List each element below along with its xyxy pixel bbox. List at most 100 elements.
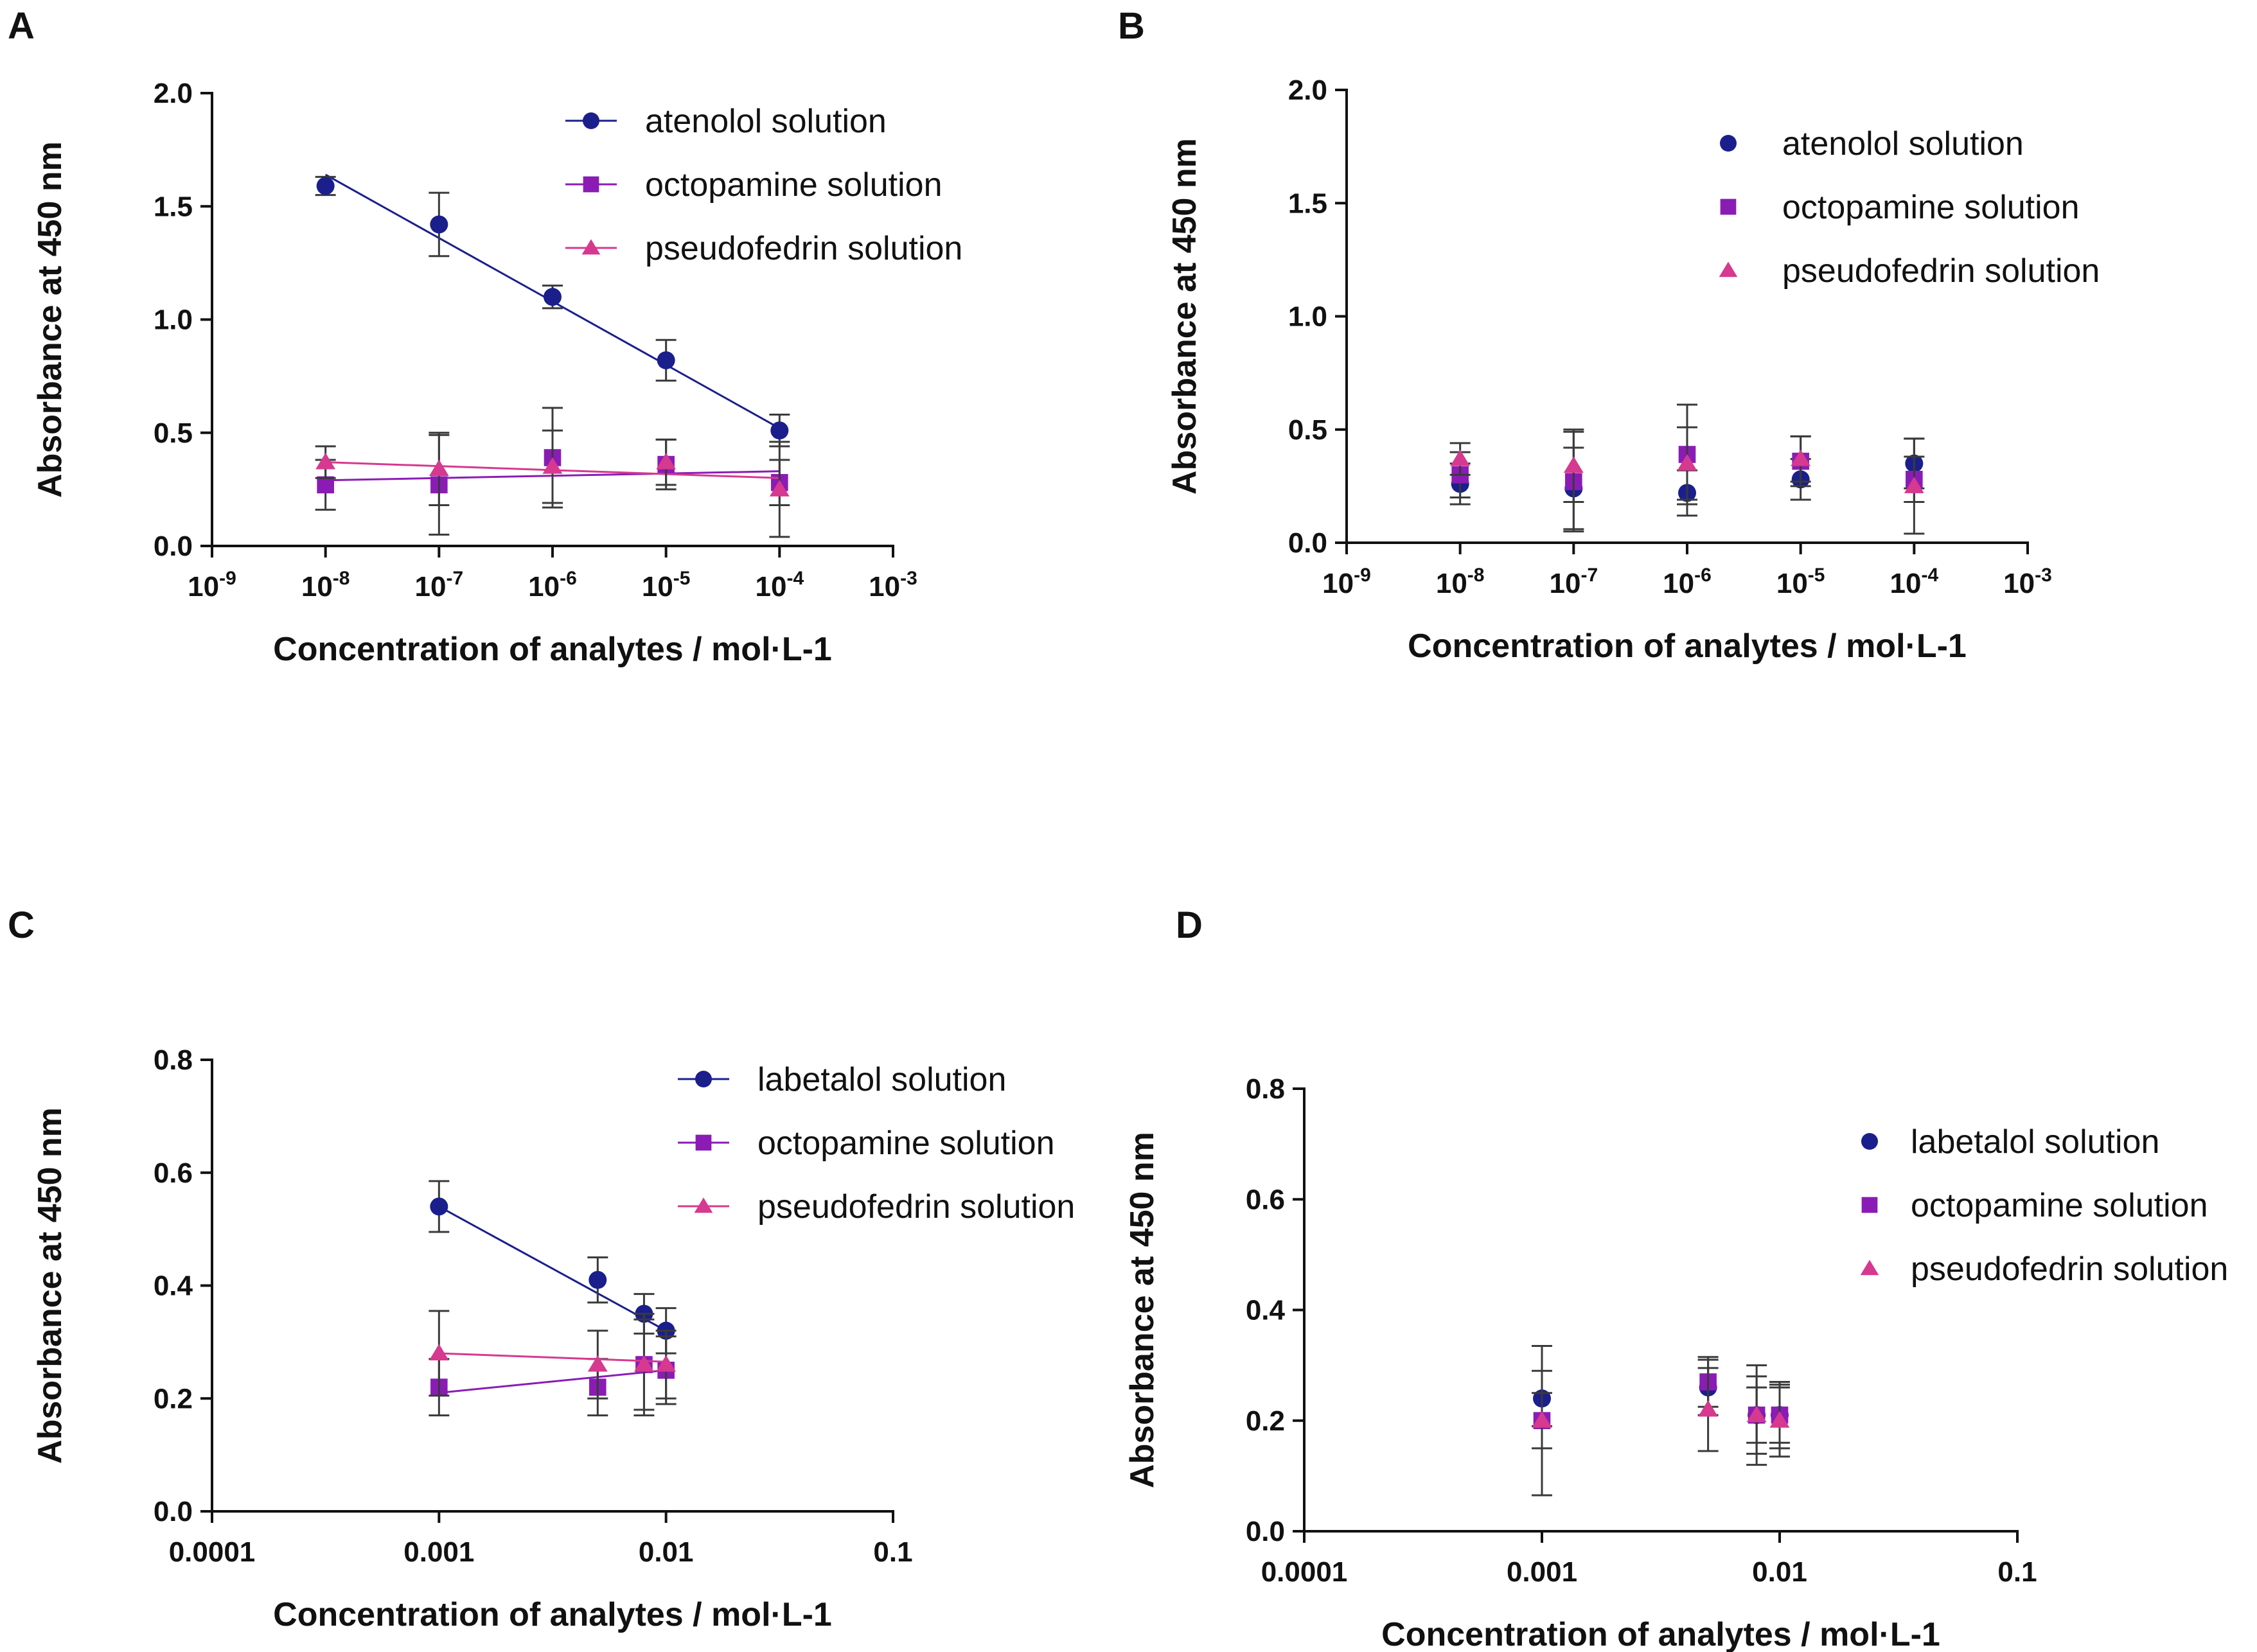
y-tick-label: 0.4 bbox=[1246, 1295, 1286, 1326]
y-tick-label: 2.0 bbox=[1288, 75, 1327, 106]
panel-letter: A bbox=[8, 5, 35, 47]
legend: atenolol solution octopamine solution pseu… bbox=[1719, 125, 2100, 290]
legend-label: octopamine solution bbox=[1782, 189, 2080, 226]
x-tick-label: 10-5 bbox=[642, 568, 691, 602]
x-tick-label: 10-9 bbox=[188, 568, 236, 602]
panel-a: A 0.0 0.5 1.0 1.5 2.0 10-9 10-8 10-7 10-6 10-5 10-4… bbox=[8, 5, 962, 668]
x-tick-label: 0.1 bbox=[873, 1536, 912, 1568]
legend-label: labetalol solution bbox=[757, 1061, 1006, 1098]
panel-c: C 0.0 0.2 0.4 0.6 0.8 0.0001 0.001 0.01 0.1 Concen… bbox=[8, 904, 1075, 1633]
x-tick-label: 10-9 bbox=[1322, 565, 1371, 599]
data-point bbox=[1450, 449, 1471, 466]
data-point bbox=[429, 459, 449, 477]
y-tick-label: 1.0 bbox=[1288, 301, 1327, 333]
x-axis-title: Concentration of analytes / mol·L-1 bbox=[273, 631, 832, 668]
fit-line bbox=[439, 1352, 666, 1363]
series-atenolol-solution bbox=[315, 173, 790, 448]
x-tick-label: 0.001 bbox=[1507, 1556, 1577, 1588]
y-tick-label: 0.2 bbox=[154, 1383, 193, 1414]
data-point bbox=[1563, 456, 1584, 473]
data-point bbox=[542, 457, 563, 474]
y-tick-label: 0.0 bbox=[1246, 1516, 1285, 1547]
legend-item: atenolol solution bbox=[565, 103, 887, 140]
data-point bbox=[1677, 453, 1697, 471]
legend-item: labetalol solution bbox=[1861, 1123, 2159, 1161]
data-point bbox=[633, 1355, 654, 1372]
legend-marker bbox=[1860, 1260, 1879, 1276]
y-tick-label: 0.8 bbox=[1246, 1073, 1285, 1105]
legend-label: octopamine solution bbox=[645, 166, 943, 204]
legend-item: atenolol solution bbox=[1720, 125, 2024, 163]
legend-marker bbox=[1719, 261, 1738, 277]
data-point bbox=[770, 421, 789, 440]
legend-marker bbox=[1720, 198, 1737, 215]
y-tick-label: 0.0 bbox=[154, 531, 193, 562]
y-axis-title: Absorbance at 450 nm bbox=[31, 1107, 69, 1464]
data-point bbox=[317, 476, 334, 494]
panel-d: D 0.0 0.2 0.4 0.6 0.8 0.0001 0.001 0.01 0.1 Concen… bbox=[1124, 904, 2228, 1652]
series-pseudofedrin-solution bbox=[315, 429, 790, 538]
y-tick-label: 0.0 bbox=[154, 1496, 193, 1527]
data-point bbox=[769, 480, 790, 496]
data-point bbox=[1791, 449, 1811, 466]
legend-item: pseudofedrin solution bbox=[678, 1188, 1075, 1226]
data-point bbox=[1904, 477, 1924, 493]
data-point bbox=[1698, 1400, 1719, 1417]
legend-label: labetalol solution bbox=[1911, 1123, 2159, 1161]
y-tick-label: 1.5 bbox=[154, 191, 193, 222]
legend-marker bbox=[695, 1134, 712, 1151]
legend-marker bbox=[695, 1071, 712, 1087]
data-point bbox=[656, 1355, 677, 1372]
x-tick-label: 10-6 bbox=[528, 568, 577, 602]
x-tick-label: 10-8 bbox=[301, 568, 350, 602]
legend-label: atenolol solution bbox=[645, 103, 887, 140]
data-point bbox=[1746, 1405, 1767, 1423]
series-labetalol-solution bbox=[1532, 1358, 1790, 1444]
x-tick-label: 10-4 bbox=[1890, 565, 1939, 599]
y-axis-title: Absorbance at 450 nm bbox=[1166, 138, 1203, 495]
y-tick-label: 2.0 bbox=[154, 78, 193, 109]
y-axis-title: Absorbance at 450 nm bbox=[31, 141, 69, 498]
x-tick-label: 0.0001 bbox=[1261, 1556, 1348, 1588]
y-tick-label: 0.5 bbox=[154, 417, 193, 449]
legend-item: octopamine solution bbox=[565, 166, 943, 204]
legend-label: pseudofedrin solution bbox=[645, 230, 962, 267]
x-axis-title: Concentration of analytes / mol·L-1 bbox=[273, 1596, 832, 1633]
panel-letter: C bbox=[8, 904, 35, 946]
y-tick-label: 0.4 bbox=[154, 1270, 193, 1302]
data-point bbox=[657, 351, 675, 369]
x-tick-label: 10-3 bbox=[2003, 565, 2052, 599]
data-point bbox=[316, 177, 335, 195]
series-pseudofedrin-solution bbox=[429, 1310, 677, 1411]
x-tick-label: 10-6 bbox=[1663, 565, 1712, 599]
x-axis-title: Concentration of analytes / mol·L-1 bbox=[1381, 1616, 1940, 1652]
data-point bbox=[587, 1355, 608, 1372]
x-tick-label: 0.001 bbox=[403, 1536, 474, 1568]
legend-marker bbox=[694, 1197, 713, 1213]
legend-item: pseudofedrin solution bbox=[565, 230, 962, 267]
data-point bbox=[430, 1197, 448, 1216]
series-pseudofedrin-solution bbox=[1449, 426, 1925, 535]
data-point bbox=[589, 1270, 607, 1289]
legend-marker bbox=[583, 112, 599, 129]
legend-label: atenolol solution bbox=[1782, 125, 2024, 163]
x-tick-label: 10-4 bbox=[756, 568, 804, 602]
y-tick-label: 0.5 bbox=[1288, 414, 1327, 446]
panel-letter: B bbox=[1118, 5, 1145, 47]
legend-item: octopamine solution bbox=[1720, 189, 2080, 226]
data-point bbox=[429, 1344, 449, 1360]
panel-letter: D bbox=[1176, 904, 1203, 946]
x-tick-label: 10-3 bbox=[869, 568, 917, 602]
x-tick-label: 0.1 bbox=[1997, 1556, 2037, 1588]
legend: labetalol solution octopamine solution pse… bbox=[678, 1061, 1075, 1226]
x-tick-label: 0.01 bbox=[1752, 1556, 1807, 1588]
legend-label: pseudofedrin solution bbox=[1782, 252, 2100, 290]
series-pseudofedrin-solution bbox=[1532, 1344, 1790, 1497]
y-tick-label: 0.6 bbox=[1246, 1184, 1285, 1215]
x-tick-label: 0.0001 bbox=[169, 1536, 256, 1568]
y-tick-label: 0.6 bbox=[154, 1157, 193, 1189]
y-axis-title: Absorbance at 450 nm bbox=[1124, 1132, 1161, 1488]
data-point bbox=[430, 215, 448, 234]
legend-marker bbox=[581, 239, 601, 255]
